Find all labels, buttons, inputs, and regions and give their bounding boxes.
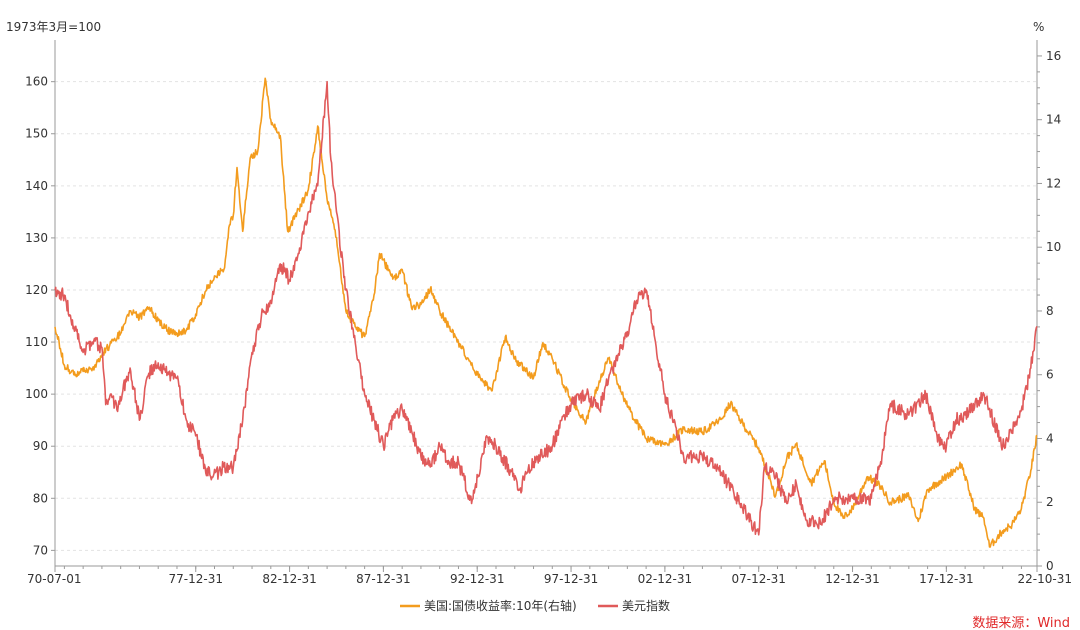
x-axis-tick-label: 97-12-31 [544,572,598,586]
legend-label-treasury-yield: 美国:国债收益率:10年(右轴) [424,598,577,613]
left-axis: 70 80 90 100 110 120 130 140 150 160 [25,40,56,566]
right-axis-tick-label: 14 [1046,113,1061,127]
x-axis-tick-label: 12-12-31 [825,572,879,586]
x-axis-tick-label: 77-12-31 [169,572,223,586]
x-axis-tick-label: 82-12-31 [262,572,316,586]
right-axis-tick-label: 0 [1046,559,1054,573]
right-axis-tick-label: 12 [1046,176,1061,190]
left-axis-tick-label: 80 [33,491,48,505]
left-axis-tick-label: 150 [25,127,48,141]
right-axis-tick-label: 10 [1046,240,1061,254]
left-axis-tick-label: 110 [25,335,48,349]
series-line-treasury-yield [54,77,1038,548]
right-axis-tick-label: 8 [1046,304,1054,318]
x-axis: 70-07-01 77-12-31 82-12-31 87-12-31 92-12-31… [27,565,1072,586]
left-axis-tick-label: 70 [33,543,48,557]
right-axis-tick-label: 2 [1046,495,1054,509]
left-axis-tick-label: 90 [33,439,48,453]
left-axis-tick-label: 130 [25,231,48,245]
x-axis-tick-label: 70-07-01 [27,572,81,586]
x-axis-tick-label: 92-12-31 [450,572,504,586]
series-layer [54,77,1038,548]
left-axis-tick-label: 100 [25,387,48,401]
right-axis: 0 2 4 6 8 10 12 14 16 [1036,40,1061,573]
legend-label-dollar-index: 美元指数 [622,598,670,613]
left-axis-tick-label: 160 [25,75,48,89]
gridlines [55,81,1037,551]
left-axis-tick-label: 140 [25,179,48,193]
x-axis-tick-label: 07-12-31 [731,572,785,586]
right-axis-unit: % [1033,20,1044,34]
legend: 美国:国债收益率:10年(右轴) 美元指数 [400,598,670,613]
series-line-dollar-index [54,80,1038,536]
x-axis-tick-label: 87-12-31 [356,572,410,586]
right-axis-tick-label: 4 [1046,431,1054,445]
right-axis-tick-label: 16 [1046,49,1061,63]
left-axis-unit: 1973年3月=100 [6,20,101,34]
x-axis-tick-label: 22-10-31 [1018,572,1072,586]
x-axis-tick-label: 17-12-31 [919,572,973,586]
x-axis-tick-label: 02-12-31 [638,572,692,586]
left-axis-tick-label: 120 [25,283,48,297]
right-axis-tick-label: 6 [1046,368,1054,382]
data-source-note: 数据来源：Wind [972,616,1070,630]
